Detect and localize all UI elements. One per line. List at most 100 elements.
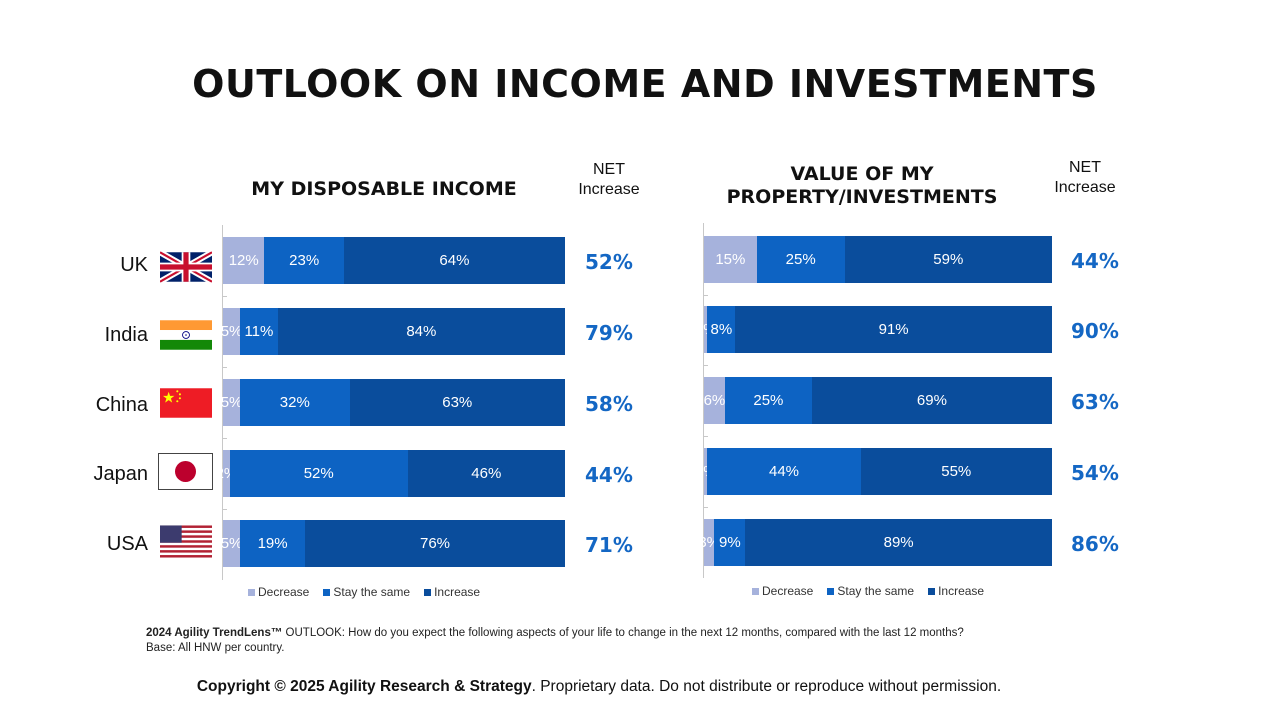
bar-income-china: 5% 32% 63%	[220, 379, 565, 426]
data-label: 23%	[289, 252, 320, 269]
country-label-india: India	[104, 324, 148, 346]
bar-segment-decrease: 5%	[220, 379, 243, 426]
bar-segment-stay: 25%	[724, 377, 812, 424]
chart-title-property-line1: VALUE OF MY	[790, 163, 934, 185]
net-increase-income-japan: 44%	[585, 463, 633, 487]
country-label-uk: UK	[120, 254, 148, 276]
net-header-property: NET Increase	[1042, 158, 1128, 198]
legend-swatch-decrease	[248, 588, 255, 596]
data-label: 76%	[420, 535, 451, 552]
net-header-line2: Increase	[578, 181, 640, 198]
net-header-income: NET Increase	[566, 160, 652, 200]
legend-label-decrease: Decrease	[762, 584, 814, 598]
bar-segment-decrease: 5%	[220, 520, 243, 567]
legend-item-increase: Increase	[928, 584, 984, 598]
legend-item-increase: Increase	[424, 585, 480, 599]
bar-income-usa: 5% 19% 76%	[220, 520, 565, 567]
chart-title-property-line2: PROPERTY/INVESTMENTS	[726, 186, 998, 208]
footnote-question: OUTLOOK: How do you expect the following…	[282, 627, 964, 639]
net-header-line1: NET	[1069, 159, 1101, 176]
bar-segment-stay: 9%	[714, 519, 746, 566]
legend-item-decrease: Decrease	[248, 585, 309, 599]
data-label: 6%	[703, 392, 726, 409]
data-label: 44%	[769, 463, 800, 480]
legend-label-stay: Stay the same	[837, 584, 915, 598]
bar-income-india: 5% 11% 84%	[220, 308, 565, 355]
data-label: 12%	[228, 252, 259, 269]
net-increase-property-japan: 54%	[1071, 461, 1119, 485]
legend-swatch-decrease	[752, 587, 759, 595]
net-increase-income-china: 58%	[585, 392, 633, 416]
legend-swatch-stay	[323, 588, 331, 596]
bar-segment-increase: 69%	[811, 377, 1052, 424]
net-increase-income-india: 79%	[585, 321, 633, 345]
bar-segment-decrease: 3%	[698, 519, 720, 566]
data-label: 59%	[933, 251, 964, 268]
chart-title-property: VALUE OF MY PROPERTY/INVESTMENTS	[704, 163, 1020, 209]
axis-tick	[703, 436, 708, 437]
bar-property-usa: 3% 9% 89%	[698, 519, 1052, 566]
axis-tick	[703, 365, 708, 366]
bar-segment-stay: 25%	[756, 236, 845, 283]
data-label: 19%	[257, 535, 288, 552]
country-label-usa: USA	[106, 533, 148, 555]
chart-title-income: MY DISPOSABLE INCOME	[222, 178, 546, 201]
net-increase-income-usa: 71%	[585, 533, 633, 557]
bar-segment-increase: 63%	[349, 379, 565, 426]
data-label: 46%	[471, 465, 502, 482]
uk-flag-icon	[160, 250, 212, 284]
legend-label-increase: Increase	[938, 584, 985, 598]
data-label: 64%	[439, 252, 470, 269]
data-label: 52%	[303, 465, 334, 482]
bar-segment-increase: 59%	[844, 236, 1052, 283]
net-increase-property-india: 90%	[1071, 319, 1119, 343]
bar-segment-stay: 8%	[707, 306, 736, 353]
japan-flag-icon	[158, 453, 213, 490]
bar-property-uk: 15% 25% 59%	[704, 236, 1052, 283]
axis-line-income	[222, 225, 223, 580]
bar-income-japan: 2% 52% 46%	[216, 450, 565, 497]
bar-segment-increase: 64%	[343, 237, 565, 284]
axis-tick	[703, 507, 708, 508]
net-header-line1: NET	[593, 161, 625, 178]
bar-segment-stay: 19%	[240, 520, 306, 567]
net-increase-income-uk: 52%	[585, 250, 633, 274]
footnote-base: Base: All HNW per country.	[146, 642, 285, 654]
footnote-line1: 2024 Agility TrendLens™ OUTLOOK: How do …	[146, 626, 964, 641]
data-label: 5%	[220, 535, 243, 552]
net-header-line2: Increase	[1054, 179, 1116, 196]
legend-swatch-increase	[928, 587, 936, 595]
data-label: 89%	[883, 534, 914, 551]
footnote: 2024 Agility TrendLens™ OUTLOOK: How do …	[146, 626, 964, 656]
data-label: 5%	[220, 323, 243, 340]
copyright-bold: Copyright © 2025 Agility Research & Stra…	[196, 678, 532, 695]
bar-segment-decrease: 2%	[216, 450, 237, 497]
data-label: 91%	[878, 321, 909, 338]
data-label: 5%	[220, 394, 243, 411]
legend-label-decrease: Decrease	[258, 585, 310, 599]
bar-segment-decrease: 6%	[704, 377, 725, 424]
data-label: 25%	[753, 392, 784, 409]
bar-segment-decrease: 12%	[223, 237, 265, 284]
bar-segment-stay: 32%	[240, 379, 350, 426]
data-label: 25%	[785, 251, 816, 268]
bar-segment-decrease: 5%	[220, 308, 243, 355]
bar-segment-stay: 44%	[707, 448, 861, 495]
axis-tick	[222, 367, 227, 368]
bar-property-japan: 1% 44% 55%	[695, 448, 1052, 495]
bar-segment-stay: 11%	[240, 308, 278, 355]
legend-label-stay: Stay the same	[333, 585, 411, 599]
copyright-rest: . Proprietary data. Do not distribute or…	[531, 678, 1002, 695]
bar-segment-increase: 76%	[305, 520, 565, 567]
data-label: 63%	[442, 394, 473, 411]
chart-title-income-text: MY DISPOSABLE INCOME	[251, 178, 517, 200]
axis-tick	[222, 438, 227, 439]
bar-property-india: 1% 8% 91%	[695, 306, 1052, 353]
india-flag-icon	[160, 320, 212, 350]
axis-tick	[222, 509, 227, 510]
legend-property: Decrease Stay the same Increase	[752, 584, 984, 598]
bar-segment-stay: 52%	[229, 450, 408, 497]
legend-swatch-increase	[424, 588, 432, 596]
bar-segment-increase: 46%	[407, 450, 565, 497]
page-title: OUTLOOK ON INCOME AND INVESTMENTS	[192, 62, 1098, 106]
